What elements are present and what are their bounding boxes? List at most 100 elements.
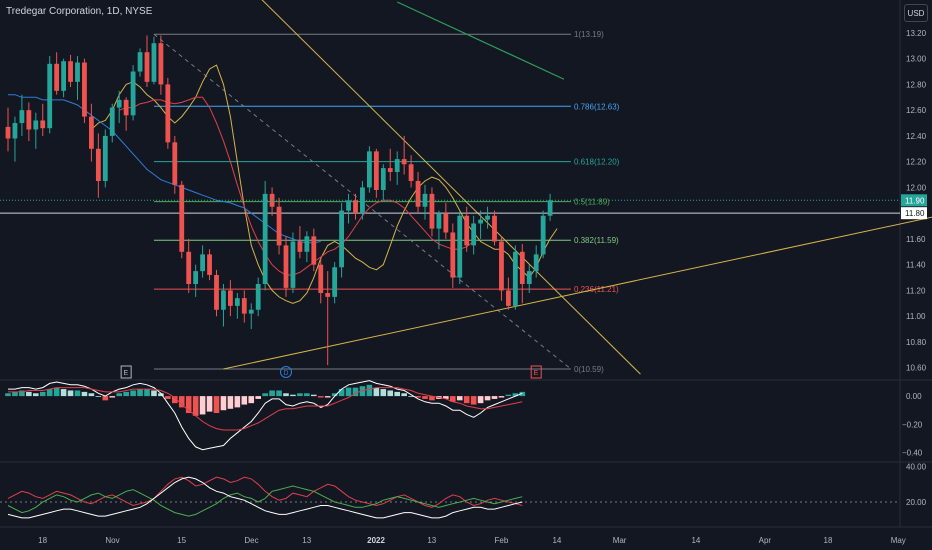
- candle-body: [262, 193, 268, 284]
- earnings-marker: [530, 365, 542, 379]
- macd-histogram-bar: [234, 396, 241, 408]
- candle-body: [172, 142, 178, 185]
- macd-histogram-bar: [450, 396, 456, 402]
- fib-level-label: 1(13.19): [574, 30, 604, 39]
- macd-histogram-bar: [262, 393, 268, 397]
- candle-body: [33, 120, 39, 130]
- time-tick-label: Feb: [495, 536, 509, 545]
- candle-body: [75, 62, 80, 82]
- oscillator-line: [7, 485, 523, 517]
- candle-body: [47, 63, 53, 129]
- candle-body: [512, 251, 518, 306]
- macd-histogram-bar: [220, 396, 227, 411]
- candle-body: [241, 298, 247, 314]
- candle-body: [540, 215, 546, 255]
- macd-histogram-bar: [491, 396, 498, 399]
- candle-body: [186, 251, 192, 284]
- last-price-tag: [901, 194, 927, 207]
- time-tick-label: Dec: [244, 536, 258, 545]
- macd-histogram-bar: [498, 396, 505, 398]
- price-tick-label: 11.20: [906, 286, 926, 295]
- candle-body: [450, 232, 456, 278]
- oscillator-tick-label: 40.00: [906, 463, 927, 472]
- macd-histogram-bar: [199, 396, 206, 415]
- macd-histogram-bar: [109, 396, 116, 398]
- time-tick-label: 13: [302, 536, 311, 545]
- fib-level-label: 0.382(11.59): [574, 236, 619, 245]
- candle-body: [89, 116, 94, 149]
- macd-histogram-bar: [39, 391, 46, 397]
- macd-histogram-bar: [456, 396, 463, 401]
- price-tick-label: 13.20: [906, 29, 927, 38]
- candle-body: [214, 274, 219, 310]
- price-tick-label: 11.40: [906, 261, 926, 270]
- macd-histogram-bar: [331, 393, 338, 397]
- oscillator-line: [7, 476, 523, 519]
- candle-body: [506, 290, 511, 306]
- candle-body: [436, 213, 442, 229]
- macd-line: [8, 380, 523, 451]
- currency-button[interactable]: USD: [904, 4, 928, 22]
- price-tick-label: 12.40: [906, 132, 927, 141]
- candle-body: [255, 284, 261, 310]
- candle-body: [478, 219, 483, 224]
- macd-histogram-bar: [338, 389, 345, 397]
- candle-body: [276, 206, 282, 246]
- candle-body: [325, 293, 331, 297]
- macd-histogram-bar: [345, 387, 352, 397]
- macd-histogram-bar: [359, 386, 366, 397]
- macd-histogram-bar: [311, 394, 317, 397]
- candle-body: [492, 215, 497, 242]
- candle-body: [304, 236, 310, 252]
- macd-histogram-bar: [429, 396, 435, 401]
- macd-histogram-bar: [151, 390, 157, 397]
- macd-histogram-bar: [165, 396, 171, 399]
- macd-histogram-bar: [297, 393, 303, 397]
- candle-body: [26, 110, 32, 130]
- macd-line: [8, 387, 523, 431]
- candle-body: [471, 223, 477, 246]
- candle-body: [137, 52, 143, 72]
- time-tick-label: 18: [38, 536, 47, 545]
- candle-body: [332, 267, 338, 297]
- macd-histogram-bar: [380, 389, 387, 397]
- macd-histogram-bar: [102, 396, 109, 401]
- candle-body: [158, 43, 164, 85]
- time-tick-label: Mar: [613, 536, 627, 545]
- candle-body: [116, 99, 122, 108]
- macd-histogram-bar: [324, 396, 331, 398]
- macd-histogram-bar: [227, 396, 234, 409]
- macd-histogram-bar: [116, 393, 122, 397]
- candle-body: [346, 200, 351, 211]
- macd-histogram-bar: [5, 393, 11, 397]
- price-tick-label: 13.00: [906, 55, 927, 64]
- macd-histogram-bar: [484, 396, 491, 401]
- macd-histogram-bar: [95, 396, 102, 397]
- macd-histogram-bar: [317, 396, 324, 398]
- price-tick-label: 12.80: [906, 80, 927, 89]
- macd-histogram-bar: [192, 396, 199, 416]
- candle-body: [339, 210, 344, 268]
- macd-histogram-bar: [19, 390, 25, 397]
- candle-body: [54, 63, 60, 91]
- macd-histogram-bar: [463, 396, 470, 404]
- candle-body: [429, 193, 435, 229]
- candle-body: [533, 254, 539, 272]
- candle-body: [464, 215, 470, 246]
- candle-body: [102, 135, 108, 181]
- macd-histogram-bar: [394, 391, 400, 397]
- macd-histogram-bar: [505, 394, 512, 397]
- candle-body: [19, 110, 25, 124]
- macd-histogram-bar: [512, 393, 519, 397]
- macd-histogram-bar: [408, 396, 414, 397]
- candle-body: [68, 61, 73, 82]
- price-tick-label: 12.60: [906, 106, 927, 115]
- candle-body: [40, 120, 46, 129]
- candle-body: [367, 151, 372, 188]
- candle-body: [443, 213, 449, 233]
- time-tick-label: May: [891, 536, 906, 545]
- candle-body: [519, 251, 525, 284]
- last-price-label: 11.90: [905, 196, 925, 205]
- chart-title: Tredegar Corporation, 1D, NYSE: [6, 6, 153, 17]
- candle-body: [144, 52, 150, 82]
